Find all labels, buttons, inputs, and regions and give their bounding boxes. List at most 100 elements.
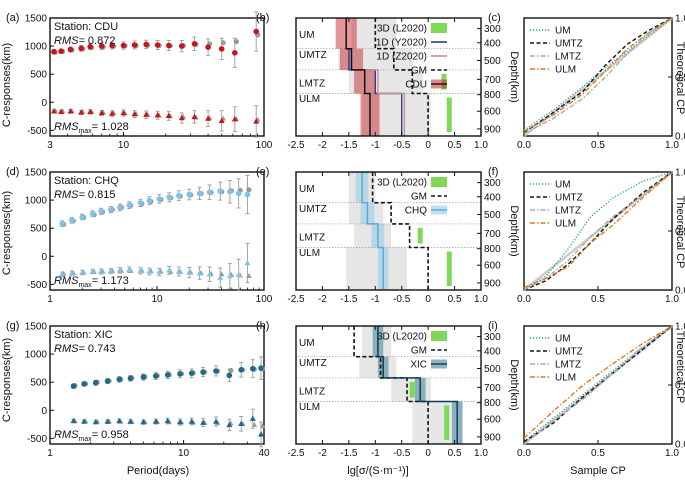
x-tick-label: 1.0 — [474, 448, 488, 459]
model-range-band — [362, 93, 431, 136]
real-observed-point — [218, 46, 225, 52]
real-observed-point — [126, 202, 132, 208]
conductivity-profile-panel: UM UMTZ LMTZ ULM -2.5 -2 -1.5 -1 -0.5 0 0.5 1.0 300 4… — [287, 17, 520, 151]
x-tick-label: -2 — [318, 294, 327, 305]
gm-model-line — [374, 18, 429, 136]
legend-label: UMTZ — [555, 193, 583, 204]
x-tick-label: 0.5 — [591, 448, 605, 459]
legend-label: UMTZ — [555, 347, 583, 358]
x-tick-label: -1.5 — [340, 140, 358, 151]
panel-label: (i) — [488, 320, 498, 332]
imag-observed-point — [67, 108, 74, 114]
legend-label: CDU — [405, 80, 427, 91]
real-observed-point — [206, 189, 213, 195]
layer-label: ULM — [299, 94, 320, 105]
imag-observed-point — [104, 418, 111, 424]
depth-tick-label: 600 — [484, 415, 501, 426]
y-tick-label: 1.0 — [675, 322, 685, 333]
y-tick-label: 0.0 — [675, 440, 685, 451]
imag-observed-point — [120, 109, 127, 116]
x-tick-label: -0.5 — [393, 294, 411, 305]
x-tick-label: 3 — [47, 140, 53, 151]
legend-label: 1D (Z2020) — [376, 52, 427, 63]
imag-observed-point — [78, 109, 85, 115]
real-observed-point — [258, 365, 264, 371]
real-predicted-point — [233, 39, 239, 45]
real-observed-point — [120, 42, 127, 49]
model-range-band — [351, 18, 397, 49]
imag-observed-point — [59, 271, 66, 277]
legend-label: LMTZ — [555, 52, 581, 63]
real-observed-point — [238, 367, 244, 373]
real-observed-point — [81, 381, 87, 387]
imag-observed-point — [238, 420, 245, 426]
real-observed-point — [69, 217, 75, 224]
legend-label: 1D (Y2020) — [376, 38, 427, 49]
real-predicted-point — [246, 187, 252, 193]
y-tick-label: 0.5 — [675, 73, 685, 84]
real-observed-point — [78, 45, 84, 52]
x-tick-label: 10 — [178, 448, 190, 459]
c-responses-ylabel-mid: C-responses(km) — [1, 191, 13, 275]
legend-label: XIC — [410, 360, 427, 371]
imag-observed-point — [79, 269, 86, 275]
x-tick-label: -2.5 — [287, 140, 305, 151]
imag-observed-point — [196, 269, 203, 276]
station-model-line — [377, 326, 458, 444]
panel-label: (c) — [488, 12, 501, 24]
y-tick-label: 1500 — [25, 168, 48, 179]
real-observed-point — [253, 28, 259, 35]
panel-label: (a) — [6, 12, 19, 24]
conductivity-profile-panel: UM UMTZ LMTZ ULM -2.5 -2 -1.5 -1 -0.5 0 0.5 1.0 300 4… — [287, 325, 520, 459]
x-tick-label: -1 — [371, 140, 380, 151]
panel-label: (b) — [256, 12, 269, 24]
x-tick-label: 0.0 — [517, 294, 531, 305]
legend-label: LMTZ — [555, 206, 581, 217]
x-tick-label: 0 — [425, 140, 431, 151]
l2020-model-bar — [417, 227, 423, 244]
real-observed-point — [67, 46, 74, 53]
model-range-band — [346, 247, 407, 290]
layer-label: UM — [299, 184, 315, 195]
rms-value: RMS= 0.743 — [54, 343, 115, 355]
x-tick-label: 10 — [151, 294, 163, 305]
y-tick-label: 1000 — [25, 350, 48, 361]
theoretical-cp-ylabel-mid: Theoretical CP — [674, 196, 685, 269]
imag-observed-point — [226, 272, 233, 279]
imag-observed-point — [156, 268, 163, 275]
imag-observed-point — [217, 274, 224, 280]
real-observed-point — [244, 191, 251, 198]
depth-tick-label: 700 — [484, 75, 501, 86]
depth-tick-label: 300 — [484, 332, 501, 343]
x-tick-label: 0.5 — [448, 140, 462, 151]
imag-observed-point — [186, 269, 193, 275]
y-tick-label: 0 — [41, 406, 47, 417]
plot-frame — [295, 17, 482, 137]
depth-tick-label: 300 — [484, 178, 501, 189]
imag-observed-point — [188, 418, 195, 424]
x-tick-label: 0.5 — [591, 140, 605, 151]
model-range-band — [412, 401, 463, 444]
imag-observed-point — [127, 418, 134, 424]
real-observed-point — [186, 191, 192, 198]
cp-series-line — [523, 17, 673, 132]
imag-observed-point — [116, 417, 123, 424]
depth-tick-label: 900 — [484, 432, 501, 443]
depth-tick-label: 400 — [484, 38, 501, 49]
panel-label: (g) — [6, 320, 19, 332]
x-tick-label: 1 — [47, 294, 53, 305]
imag-observed-point — [116, 267, 123, 273]
l2020-model-bar — [446, 251, 452, 286]
c-responses-ylabel-bottom: C-responses(km) — [1, 338, 13, 422]
imag-observed-point — [98, 109, 105, 116]
imag-observed-point — [213, 418, 220, 424]
real-observed-point — [226, 372, 233, 379]
real-observed-point — [98, 208, 104, 215]
imag-observed-point — [70, 417, 77, 424]
depth-tick-label: 300 — [484, 24, 501, 35]
depth-tick-label: 500 — [484, 210, 501, 221]
real-observed-point — [205, 44, 211, 50]
real-predicted-point — [228, 367, 234, 373]
